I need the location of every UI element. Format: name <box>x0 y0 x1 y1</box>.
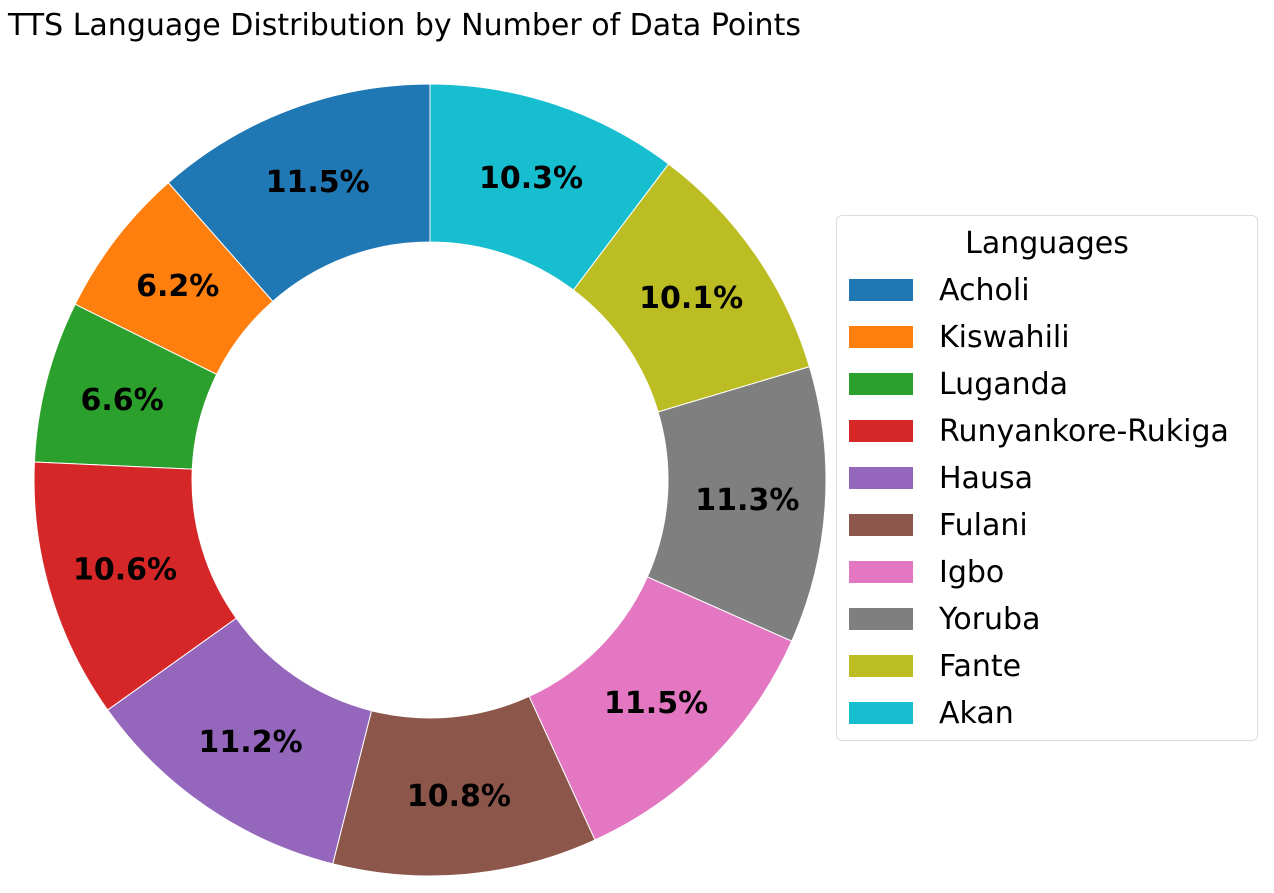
legend-swatch <box>849 702 913 724</box>
legend-label: Fulani <box>939 507 1028 543</box>
legend-title: Languages <box>965 226 1129 261</box>
legend-swatch <box>849 514 913 536</box>
slice-label-yoruba: 11.3% <box>695 483 799 518</box>
legend-label: Yoruba <box>939 601 1041 637</box>
legend-item-fulani: Fulani <box>849 505 1028 545</box>
slice-label-fulani: 10.8% <box>407 779 511 814</box>
slice-labels-group: 11.5% 6.2% 6.6% 10.6% 11.2% 10.8% 11.5% 11.3% 10… <box>73 161 799 814</box>
legend-item-fante: Fante <box>849 646 1021 686</box>
legend-label: Fante <box>939 648 1022 684</box>
legend-item-hausa: Hausa <box>849 458 1033 498</box>
legend-swatch <box>849 279 913 301</box>
legend-label: Akan <box>939 695 1014 731</box>
slice-label-luganda: 6.6% <box>80 383 163 418</box>
slice-label-fante: 10.1% <box>639 281 743 316</box>
legend-item-runyankore-rukiga: Runyankore-Rukiga <box>849 411 1229 451</box>
slice-akan <box>429 83 670 291</box>
slice-label-igbo: 11.5% <box>604 686 708 721</box>
legend-label: Luganda <box>939 366 1069 402</box>
legend-swatch <box>849 326 913 348</box>
legend-label: Hausa <box>939 460 1033 496</box>
legend-label: Acholi <box>939 272 1030 308</box>
slice-label-hausa: 11.2% <box>199 725 303 760</box>
legend-swatch <box>849 467 913 489</box>
slice-label-runyankore-rukiga: 10.6% <box>73 553 177 588</box>
legend-swatch <box>849 420 913 442</box>
legend-swatch <box>849 373 913 395</box>
slice-label-kiswahili: 6.2% <box>136 269 219 304</box>
legend-item-acholi: Acholi <box>849 270 1030 310</box>
legend: Languages Acholi Kiswahili Luganda Runyanko… <box>836 215 1258 741</box>
chart-title: TTS Language Distribution by Number of D… <box>8 8 801 43</box>
legend-label: Kiswahili <box>939 319 1070 355</box>
legend-swatch <box>849 561 913 583</box>
legend-swatch <box>849 655 913 677</box>
legend-item-yoruba: Yoruba <box>849 599 1040 639</box>
slices-group <box>33 83 827 877</box>
legend-item-luganda: Luganda <box>849 364 1068 404</box>
slice-label-akan: 10.3% <box>479 161 583 196</box>
legend-item-igbo: Igbo <box>849 552 1004 592</box>
legend-item-akan: Akan <box>849 693 1014 733</box>
legend-item-kiswahili: Kiswahili <box>849 317 1070 357</box>
legend-label: Runyankore-Rukiga <box>939 413 1229 449</box>
legend-label: Igbo <box>939 554 1005 590</box>
legend-swatch <box>849 608 913 630</box>
slice-label-acholi: 11.5% <box>266 165 370 200</box>
